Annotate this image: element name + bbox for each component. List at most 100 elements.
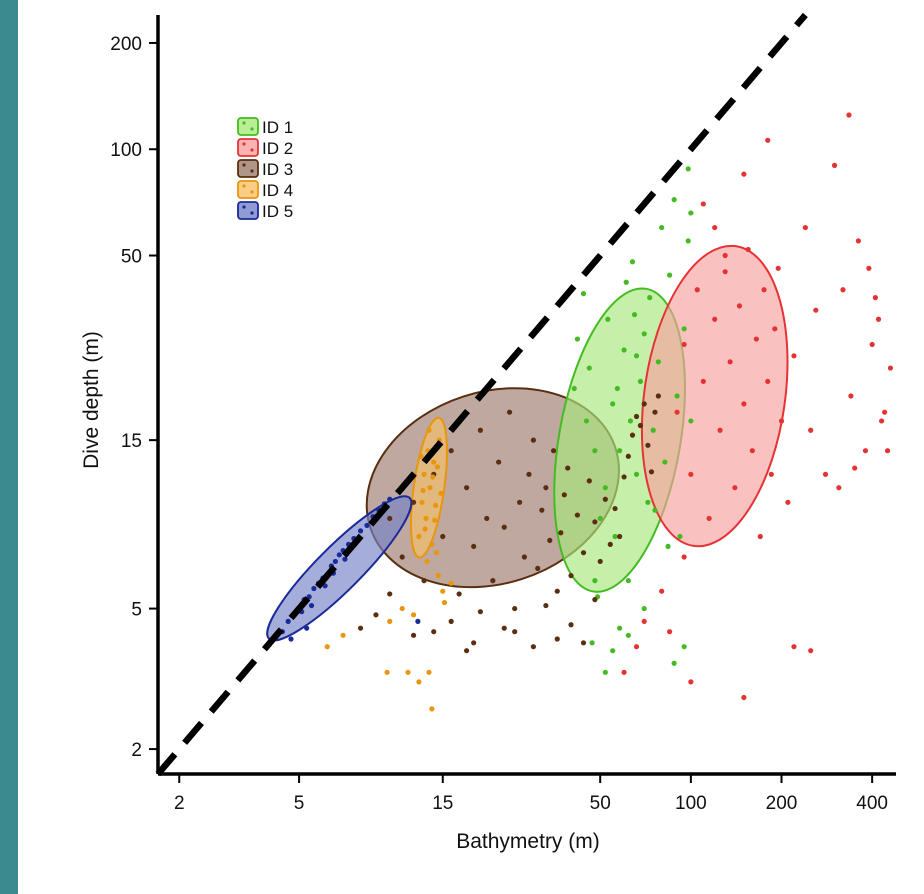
legend-label-id-3: ID 3 <box>262 160 293 179</box>
point-id-1-12 <box>625 578 631 584</box>
point-id-3-34 <box>592 519 598 525</box>
point-id-2-34 <box>869 341 875 348</box>
point-id-3-40 <box>621 474 627 480</box>
point-id-2-50 <box>836 485 842 491</box>
y-axis-ticks: 2 5 15 50 100 200 <box>110 34 158 761</box>
point-id-2-41 <box>700 201 706 207</box>
point-id-2-47 <box>741 694 747 701</box>
point-id-1-0 <box>574 336 581 342</box>
point-id-1-33 <box>610 648 616 654</box>
point-id-2-22 <box>778 418 785 424</box>
point-id-3-55 <box>512 629 518 635</box>
point-id-2-17 <box>761 287 767 293</box>
point-id-3-18 <box>521 554 527 560</box>
scatter-chart: 2 5 15 50 100 200 400 2 5 15 50 100 200 Bathymetry … <box>80 12 896 853</box>
axes <box>156 15 896 776</box>
point-id-4-8 <box>432 502 439 508</box>
point-id-2-28 <box>822 471 829 477</box>
point-id-2-57 <box>872 295 878 301</box>
point-id-2-3 <box>694 287 700 293</box>
point-id-3-7 <box>456 591 462 597</box>
point-id-3-50 <box>357 625 364 631</box>
point-id-1-42 <box>571 385 577 392</box>
point-id-4-3 <box>423 515 429 522</box>
point-id-1-20 <box>650 427 656 433</box>
point-id-5-30 <box>415 618 421 624</box>
point-id-2-46 <box>688 679 694 685</box>
point-id-4-9 <box>434 464 441 470</box>
point-id-1-8 <box>612 533 618 540</box>
point-id-4-11 <box>438 490 444 496</box>
point-id-2-58 <box>712 224 718 231</box>
point-id-3-33 <box>586 478 592 484</box>
point-id-4-1 <box>419 499 425 505</box>
point-id-3-14 <box>501 524 507 530</box>
point-id-4-20 <box>387 618 393 624</box>
y-axis-title: Dive depth (m) <box>80 331 103 469</box>
point-id-3-29 <box>565 465 571 471</box>
point-id-3-26 <box>554 588 560 594</box>
point-id-1-30 <box>688 418 694 424</box>
point-id-1-17 <box>641 605 647 612</box>
point-id-2-37 <box>887 365 894 371</box>
point-id-3-63 <box>543 602 549 609</box>
point-id-4-21 <box>399 605 405 612</box>
point-id-4-31 <box>324 644 330 650</box>
point-id-3-54 <box>477 609 483 615</box>
point-id-2-25 <box>802 224 808 231</box>
point-id-1-25 <box>671 197 677 203</box>
legend-label-id-5: ID 5 <box>262 202 293 221</box>
point-id-3-60 <box>387 591 393 597</box>
point-id-3-11 <box>484 515 490 522</box>
point-id-1-36 <box>671 660 677 666</box>
x-tick-label-15: 15 <box>432 793 453 814</box>
point-id-4-7 <box>431 459 437 465</box>
point-id-2-20 <box>772 326 778 332</box>
point-id-4-2 <box>421 471 427 477</box>
point-id-4-24 <box>416 679 422 685</box>
point-id-5-23 <box>308 602 315 609</box>
point-id-1-47 <box>614 385 620 392</box>
point-id-3-17 <box>517 499 523 505</box>
point-id-2-39 <box>765 137 771 143</box>
y-tick-label-5: 5 <box>131 600 142 621</box>
point-id-2-30 <box>840 287 846 293</box>
point-id-2-54 <box>884 448 891 454</box>
point-id-3-38 <box>612 505 618 512</box>
point-id-2-7 <box>717 427 723 433</box>
legend-swatch-dot2-id-5 <box>250 211 254 215</box>
point-id-3-47 <box>648 469 655 475</box>
point-id-2-59 <box>722 252 728 259</box>
point-id-3-32 <box>580 550 587 556</box>
x-axis-title: Bathymetry (m) <box>456 830 600 853</box>
legend-swatch-dot-id-4 <box>242 184 246 188</box>
point-id-1-35 <box>625 632 631 638</box>
point-id-2-4 <box>700 378 706 385</box>
legend: ID 1 ID 2 ID 3 ID 4 ID 5 <box>237 117 293 221</box>
point-id-5-11 <box>332 558 338 565</box>
legend-swatch-dot2-id-3 <box>250 169 254 173</box>
point-id-4-29 <box>448 580 454 586</box>
point-id-3-13 <box>496 459 502 465</box>
point-id-1-18 <box>645 499 651 505</box>
point-id-2-9 <box>727 359 733 365</box>
point-id-1-10 <box>621 347 627 353</box>
point-id-3-6 <box>448 448 454 454</box>
point-id-3-36 <box>602 496 608 502</box>
point-id-2-48 <box>791 644 797 650</box>
point-id-3-25 <box>550 448 557 454</box>
point-id-3-43 <box>633 413 640 420</box>
point-id-4-14 <box>426 427 432 433</box>
point-id-2-15 <box>753 336 759 342</box>
point-id-3-52 <box>410 632 417 638</box>
point-id-5-26 <box>342 556 348 562</box>
point-id-2-6 <box>712 316 718 322</box>
point-id-2-27 <box>813 307 819 313</box>
point-id-1-13 <box>627 418 634 424</box>
ellipse-id-2 <box>640 244 789 548</box>
point-id-2-40 <box>741 171 747 177</box>
point-id-1-5 <box>602 485 608 491</box>
point-id-2-16 <box>757 533 763 540</box>
point-id-1-37 <box>681 644 687 650</box>
legend-label-id-1: ID 1 <box>262 118 293 137</box>
